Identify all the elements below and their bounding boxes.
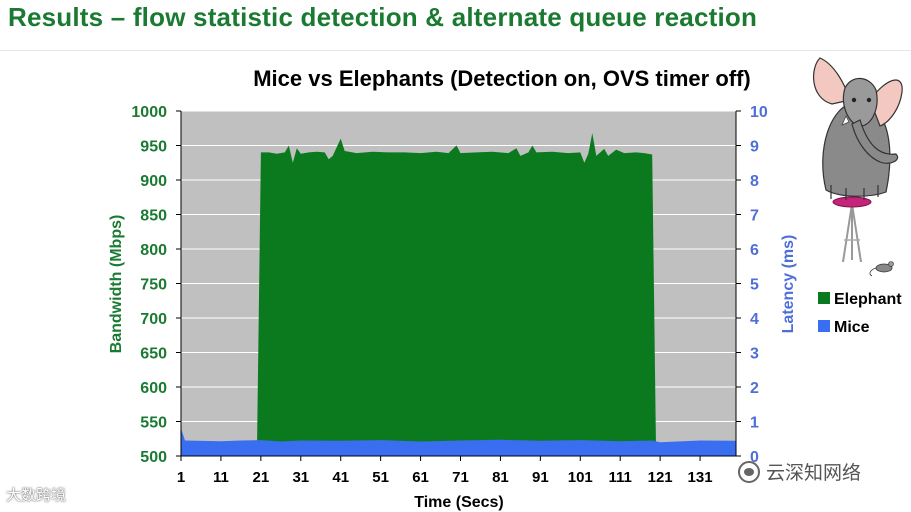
y-right-tick-label: 5 xyxy=(750,277,759,294)
x-tick-label: 131 xyxy=(688,469,713,486)
elephant-on-stool-illustration xyxy=(813,57,903,263)
y-left-tick-label: 900 xyxy=(140,173,167,190)
y-left-tick-label: 700 xyxy=(140,311,167,328)
watermark-left-text: 大数跨境 xyxy=(6,486,67,504)
legend-swatch-elephant xyxy=(818,292,830,304)
y-left-tick-label: 950 xyxy=(140,139,167,156)
watermark-right-text: 云深知网络 xyxy=(766,462,862,484)
y-right-tick-label: 10 xyxy=(750,104,768,121)
x-tick-label: 111 xyxy=(609,469,632,486)
x-tick-label: 121 xyxy=(648,469,673,486)
y-axis-right-label: Latency (ms) xyxy=(780,235,797,334)
legend-swatch-mice xyxy=(818,320,830,332)
x-tick-label: 71 xyxy=(452,469,469,486)
x-tick-label: 91 xyxy=(532,469,549,486)
x-tick-label: 11 xyxy=(213,469,229,486)
y-right-tick-label: 2 xyxy=(750,380,759,397)
x-tick-label: 31 xyxy=(292,469,309,486)
axis-layer: 500 550 600 650 700 750 800 850 900 950 1000 0 1 2 3 4 5… xyxy=(131,104,767,486)
y-left-tick-label: 750 xyxy=(140,277,167,294)
y-left-tick-label: 800 xyxy=(140,242,167,259)
y-left-tick-label: 500 xyxy=(140,449,167,466)
chart-title: Mice vs Elephants (Detection on, OVS tim… xyxy=(253,66,751,91)
series-area-elephant xyxy=(256,133,657,456)
title-divider xyxy=(0,50,911,51)
y-right-tick-label: 6 xyxy=(750,242,759,259)
wechat-logo-icon xyxy=(738,460,760,483)
x-tick-label: 51 xyxy=(372,469,389,486)
series-layer xyxy=(181,133,736,456)
x-axis-label: Time (Secs) xyxy=(414,494,504,511)
slide-title: Results – flow statistic detection & alt… xyxy=(8,2,758,32)
mouse-icon xyxy=(869,261,894,277)
y-right-tick-label: 0 xyxy=(750,449,759,466)
y-right-tick-label: 8 xyxy=(750,173,759,190)
watermark-left: 大数跨境 xyxy=(6,484,66,505)
y-left-tick-label: 850 xyxy=(140,208,167,225)
watermark-right: 云深知网络 xyxy=(738,458,861,485)
legend-label-elephant: Elephant xyxy=(834,291,902,308)
x-tick-label: 41 xyxy=(332,469,349,486)
x-tick-label: 81 xyxy=(492,469,509,486)
y-right-tick-label: 9 xyxy=(750,139,759,156)
legend: Elephant Mice xyxy=(818,291,902,336)
x-tick-label: 61 xyxy=(412,469,429,486)
series-area-mice xyxy=(181,428,736,456)
y-left-tick-label: 550 xyxy=(140,415,167,432)
y-right-tick-label: 4 xyxy=(750,311,759,328)
x-tick-label: 21 xyxy=(253,469,270,486)
y-right-tick-label: 3 xyxy=(750,346,759,363)
y-left-tick-label: 600 xyxy=(140,380,167,397)
y-left-tick-label: 1000 xyxy=(131,104,167,121)
y-right-tick-label: 7 xyxy=(750,208,759,225)
y-axis-left-label: Bandwidth (Mbps) xyxy=(108,215,125,354)
y-left-tick-label: 650 xyxy=(140,346,167,363)
x-tick-label: 1 xyxy=(177,469,185,486)
legend-label-mice: Mice xyxy=(834,319,870,336)
y-right-tick-label: 1 xyxy=(750,415,759,432)
x-tick-label: 101 xyxy=(568,469,593,486)
